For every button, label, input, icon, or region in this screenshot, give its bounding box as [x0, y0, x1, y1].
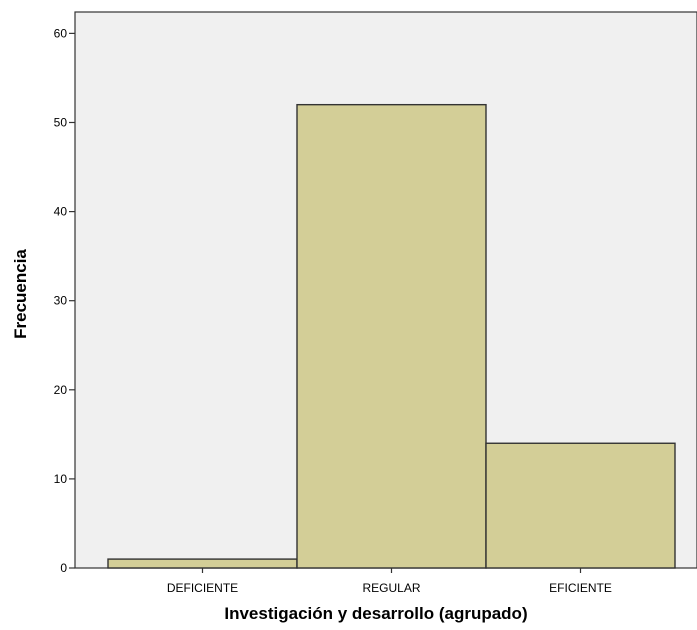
x-axis-title: Investigación y desarrollo (agrupado)	[224, 604, 527, 623]
y-axis: 0 10 20 30 40 50 60	[54, 26, 75, 575]
y-tick-label: 10	[54, 472, 68, 486]
bar-deficiente	[107, 558, 298, 569]
y-tick-label: 30	[54, 294, 68, 308]
y-tick-label: 60	[54, 26, 68, 40]
y-tick-label: 50	[54, 115, 68, 129]
y-tick-label: 40	[54, 205, 68, 219]
y-tick-label: 20	[54, 383, 68, 397]
bar-regular	[296, 103, 487, 569]
x-axis: DEFICIENTE REGULAR EFICIENTE	[167, 568, 612, 595]
x-tick-label: REGULAR	[362, 581, 420, 595]
y-tick-label: 0	[60, 561, 67, 575]
bars	[107, 103, 676, 569]
x-tick-label: DEFICIENTE	[167, 581, 238, 595]
x-tick-label: EFICIENTE	[549, 581, 612, 595]
y-axis-title: Frecuencia	[11, 249, 30, 339]
bar-eficiente	[485, 442, 676, 569]
